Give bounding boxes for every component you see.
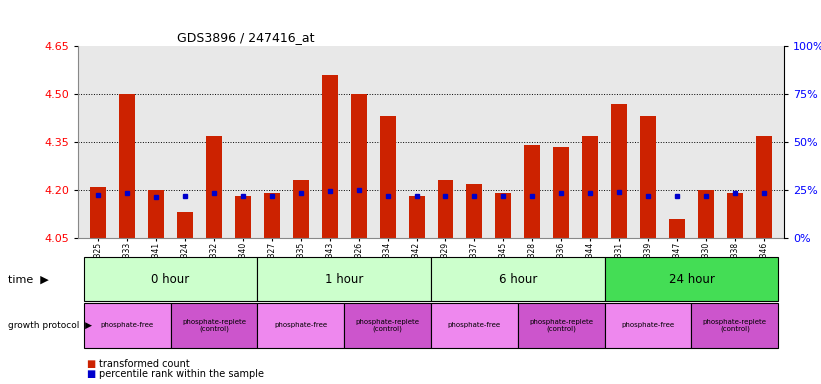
- Bar: [322, 75, 337, 238]
- Bar: [119, 94, 135, 238]
- Text: 1 hour: 1 hour: [325, 273, 364, 286]
- Bar: [698, 190, 714, 238]
- Bar: [518, 303, 604, 348]
- Text: ■: ■: [86, 369, 95, 379]
- Bar: [582, 136, 599, 238]
- Bar: [344, 303, 431, 348]
- Text: phosphate-replete
(control): phosphate-replete (control): [530, 319, 594, 332]
- Bar: [640, 116, 656, 238]
- Bar: [409, 197, 424, 238]
- Text: 24 hour: 24 hour: [668, 273, 714, 286]
- Text: 6 hour: 6 hour: [498, 273, 537, 286]
- Bar: [90, 187, 106, 238]
- Bar: [466, 184, 483, 238]
- Text: GDS3896 / 247416_at: GDS3896 / 247416_at: [177, 31, 314, 44]
- Text: time  ▶: time ▶: [8, 274, 49, 285]
- Text: 0 hour: 0 hour: [151, 273, 190, 286]
- Text: phosphate-free: phosphate-free: [448, 323, 501, 328]
- Bar: [84, 257, 258, 301]
- Bar: [351, 94, 367, 238]
- Text: phosphate-replete
(control): phosphate-replete (control): [182, 319, 246, 332]
- Text: transformed count: transformed count: [99, 359, 190, 369]
- Text: phosphate-free: phosphate-free: [274, 323, 328, 328]
- Bar: [148, 190, 164, 238]
- Bar: [171, 303, 258, 348]
- Text: ■: ■: [86, 359, 95, 369]
- Text: phosphate-replete
(control): phosphate-replete (control): [703, 319, 767, 332]
- Bar: [264, 193, 280, 238]
- Text: phosphate-replete
(control): phosphate-replete (control): [355, 319, 420, 332]
- Bar: [604, 257, 778, 301]
- Bar: [691, 303, 778, 348]
- Bar: [206, 136, 222, 238]
- Text: phosphate-free: phosphate-free: [621, 323, 675, 328]
- Bar: [495, 193, 511, 238]
- Bar: [604, 303, 691, 348]
- Bar: [84, 303, 171, 348]
- Bar: [235, 197, 251, 238]
- Bar: [258, 257, 431, 301]
- Bar: [431, 257, 604, 301]
- Bar: [611, 104, 627, 238]
- Bar: [379, 116, 396, 238]
- Bar: [525, 145, 540, 238]
- Bar: [553, 147, 569, 238]
- Bar: [669, 219, 685, 238]
- Bar: [177, 212, 193, 238]
- Text: growth protocol  ▶: growth protocol ▶: [8, 321, 92, 330]
- Text: percentile rank within the sample: percentile rank within the sample: [99, 369, 264, 379]
- Bar: [438, 180, 453, 238]
- Bar: [756, 136, 772, 238]
- Text: phosphate-free: phosphate-free: [101, 323, 154, 328]
- Bar: [727, 193, 743, 238]
- Bar: [293, 180, 309, 238]
- Bar: [431, 303, 518, 348]
- Bar: [258, 303, 344, 348]
